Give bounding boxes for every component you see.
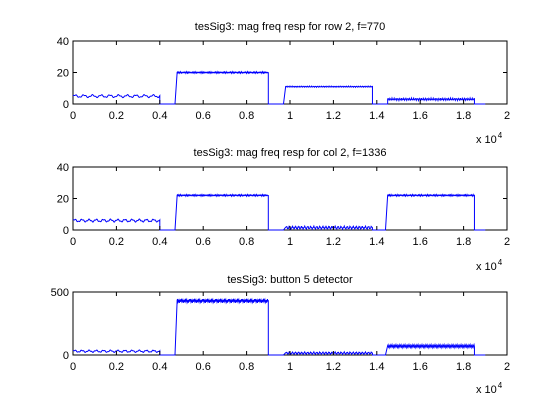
plot-area [72, 40, 508, 105]
x-tick-label: 2 [504, 110, 510, 122]
x-tick-label: 1.4 [369, 236, 384, 248]
x-tick-label: 1.8 [456, 361, 471, 373]
x-tick-label: 1.6 [413, 361, 428, 373]
x-exponent-label: x 104 [476, 381, 503, 396]
x-exponent-label: x 104 [476, 258, 503, 273]
x-tick-label: 1.4 [369, 361, 384, 373]
x-tick-label: 1.6 [413, 236, 428, 248]
x-tick-label: 1.2 [326, 110, 341, 122]
x-tick-label: 1.2 [326, 361, 341, 373]
x-tick-label: 0.8 [239, 110, 254, 122]
x-tick-label: 0.6 [196, 110, 211, 122]
chart-title: tesSig3: mag freq resp for col 2, f=1336 [194, 147, 387, 159]
chart-title: tesSig3: button 5 detector [227, 274, 353, 286]
x-tick-label: 1.6 [413, 110, 428, 122]
series-line [72, 193, 486, 231]
x-tick-label: 1.8 [456, 110, 471, 122]
x-exponent-base: x 10 [476, 134, 497, 146]
x-tick-label: 0.6 [196, 361, 211, 373]
subplot-2: tesSig3: mag freq resp for col 2, f=1336… [57, 147, 510, 273]
x-exponent-base: x 10 [476, 261, 497, 273]
x-exponent-power: 4 [498, 381, 503, 390]
y-tick-label: 40 [57, 162, 69, 174]
x-tick-label: 1 [287, 236, 293, 248]
x-tick-label: 0.8 [239, 361, 254, 373]
x-axis: 0 0.2 0.4 0.6 0.8 1 1.2 1.4 1.6 1.8 2 [70, 41, 510, 122]
y-tick-label: 0 [63, 350, 69, 362]
series-line [72, 70, 486, 105]
x-tick-label: 0.8 [239, 236, 254, 248]
x-tick-label: 1.2 [326, 236, 341, 248]
subplot-3: tesSig3: button 5 detector 0 0.2 0.4 0.6 0.8… [51, 274, 510, 396]
x-tick-label: 0.4 [152, 361, 167, 373]
x-exponent-power: 4 [498, 131, 503, 140]
x-tick-label: 0.4 [152, 236, 167, 248]
x-tick-label: 0 [70, 236, 76, 248]
y-axis: 0 20 40 [57, 36, 507, 111]
x-tick-label: 0.2 [109, 236, 124, 248]
series-line [72, 297, 486, 356]
subplot-1: tesSig3: mag freq resp for row 2, f=770 … [57, 21, 510, 146]
y-tick-label: 0 [63, 225, 69, 237]
x-exponent-label: x 104 [476, 131, 503, 146]
x-tick-label: 0.2 [109, 110, 124, 122]
x-tick-label: 0.6 [196, 236, 211, 248]
y-axis: 0 20 40 [57, 162, 507, 237]
x-tick-label: 0 [70, 110, 76, 122]
x-tick-label: 1.4 [369, 110, 384, 122]
x-tick-label: 1.8 [456, 236, 471, 248]
x-tick-label: 0.2 [109, 361, 124, 373]
x-exponent-base: x 10 [476, 384, 497, 396]
x-axis: 0 0.2 0.4 0.6 0.8 1 1.2 1.4 1.6 1.8 2 [70, 292, 510, 373]
x-axis: 0 0.2 0.4 0.6 0.8 1 1.2 1.4 1.6 1.8 2 [70, 167, 510, 248]
y-tick-label: 20 [57, 194, 69, 206]
y-tick-label: 0 [63, 99, 69, 111]
chart-title: tesSig3: mag freq resp for row 2, f=770 [195, 21, 385, 33]
y-tick-label: 500 [51, 287, 69, 299]
x-tick-label: 1 [287, 110, 293, 122]
x-tick-label: 0 [70, 361, 76, 373]
y-axis: 0 500 [51, 287, 507, 362]
x-exponent-power: 4 [498, 258, 503, 267]
x-tick-label: 2 [504, 361, 510, 373]
y-tick-label: 40 [57, 36, 69, 48]
x-tick-label: 2 [504, 236, 510, 248]
x-tick-label: 1 [287, 361, 293, 373]
y-tick-label: 20 [57, 68, 69, 80]
x-tick-label: 0.4 [152, 110, 167, 122]
